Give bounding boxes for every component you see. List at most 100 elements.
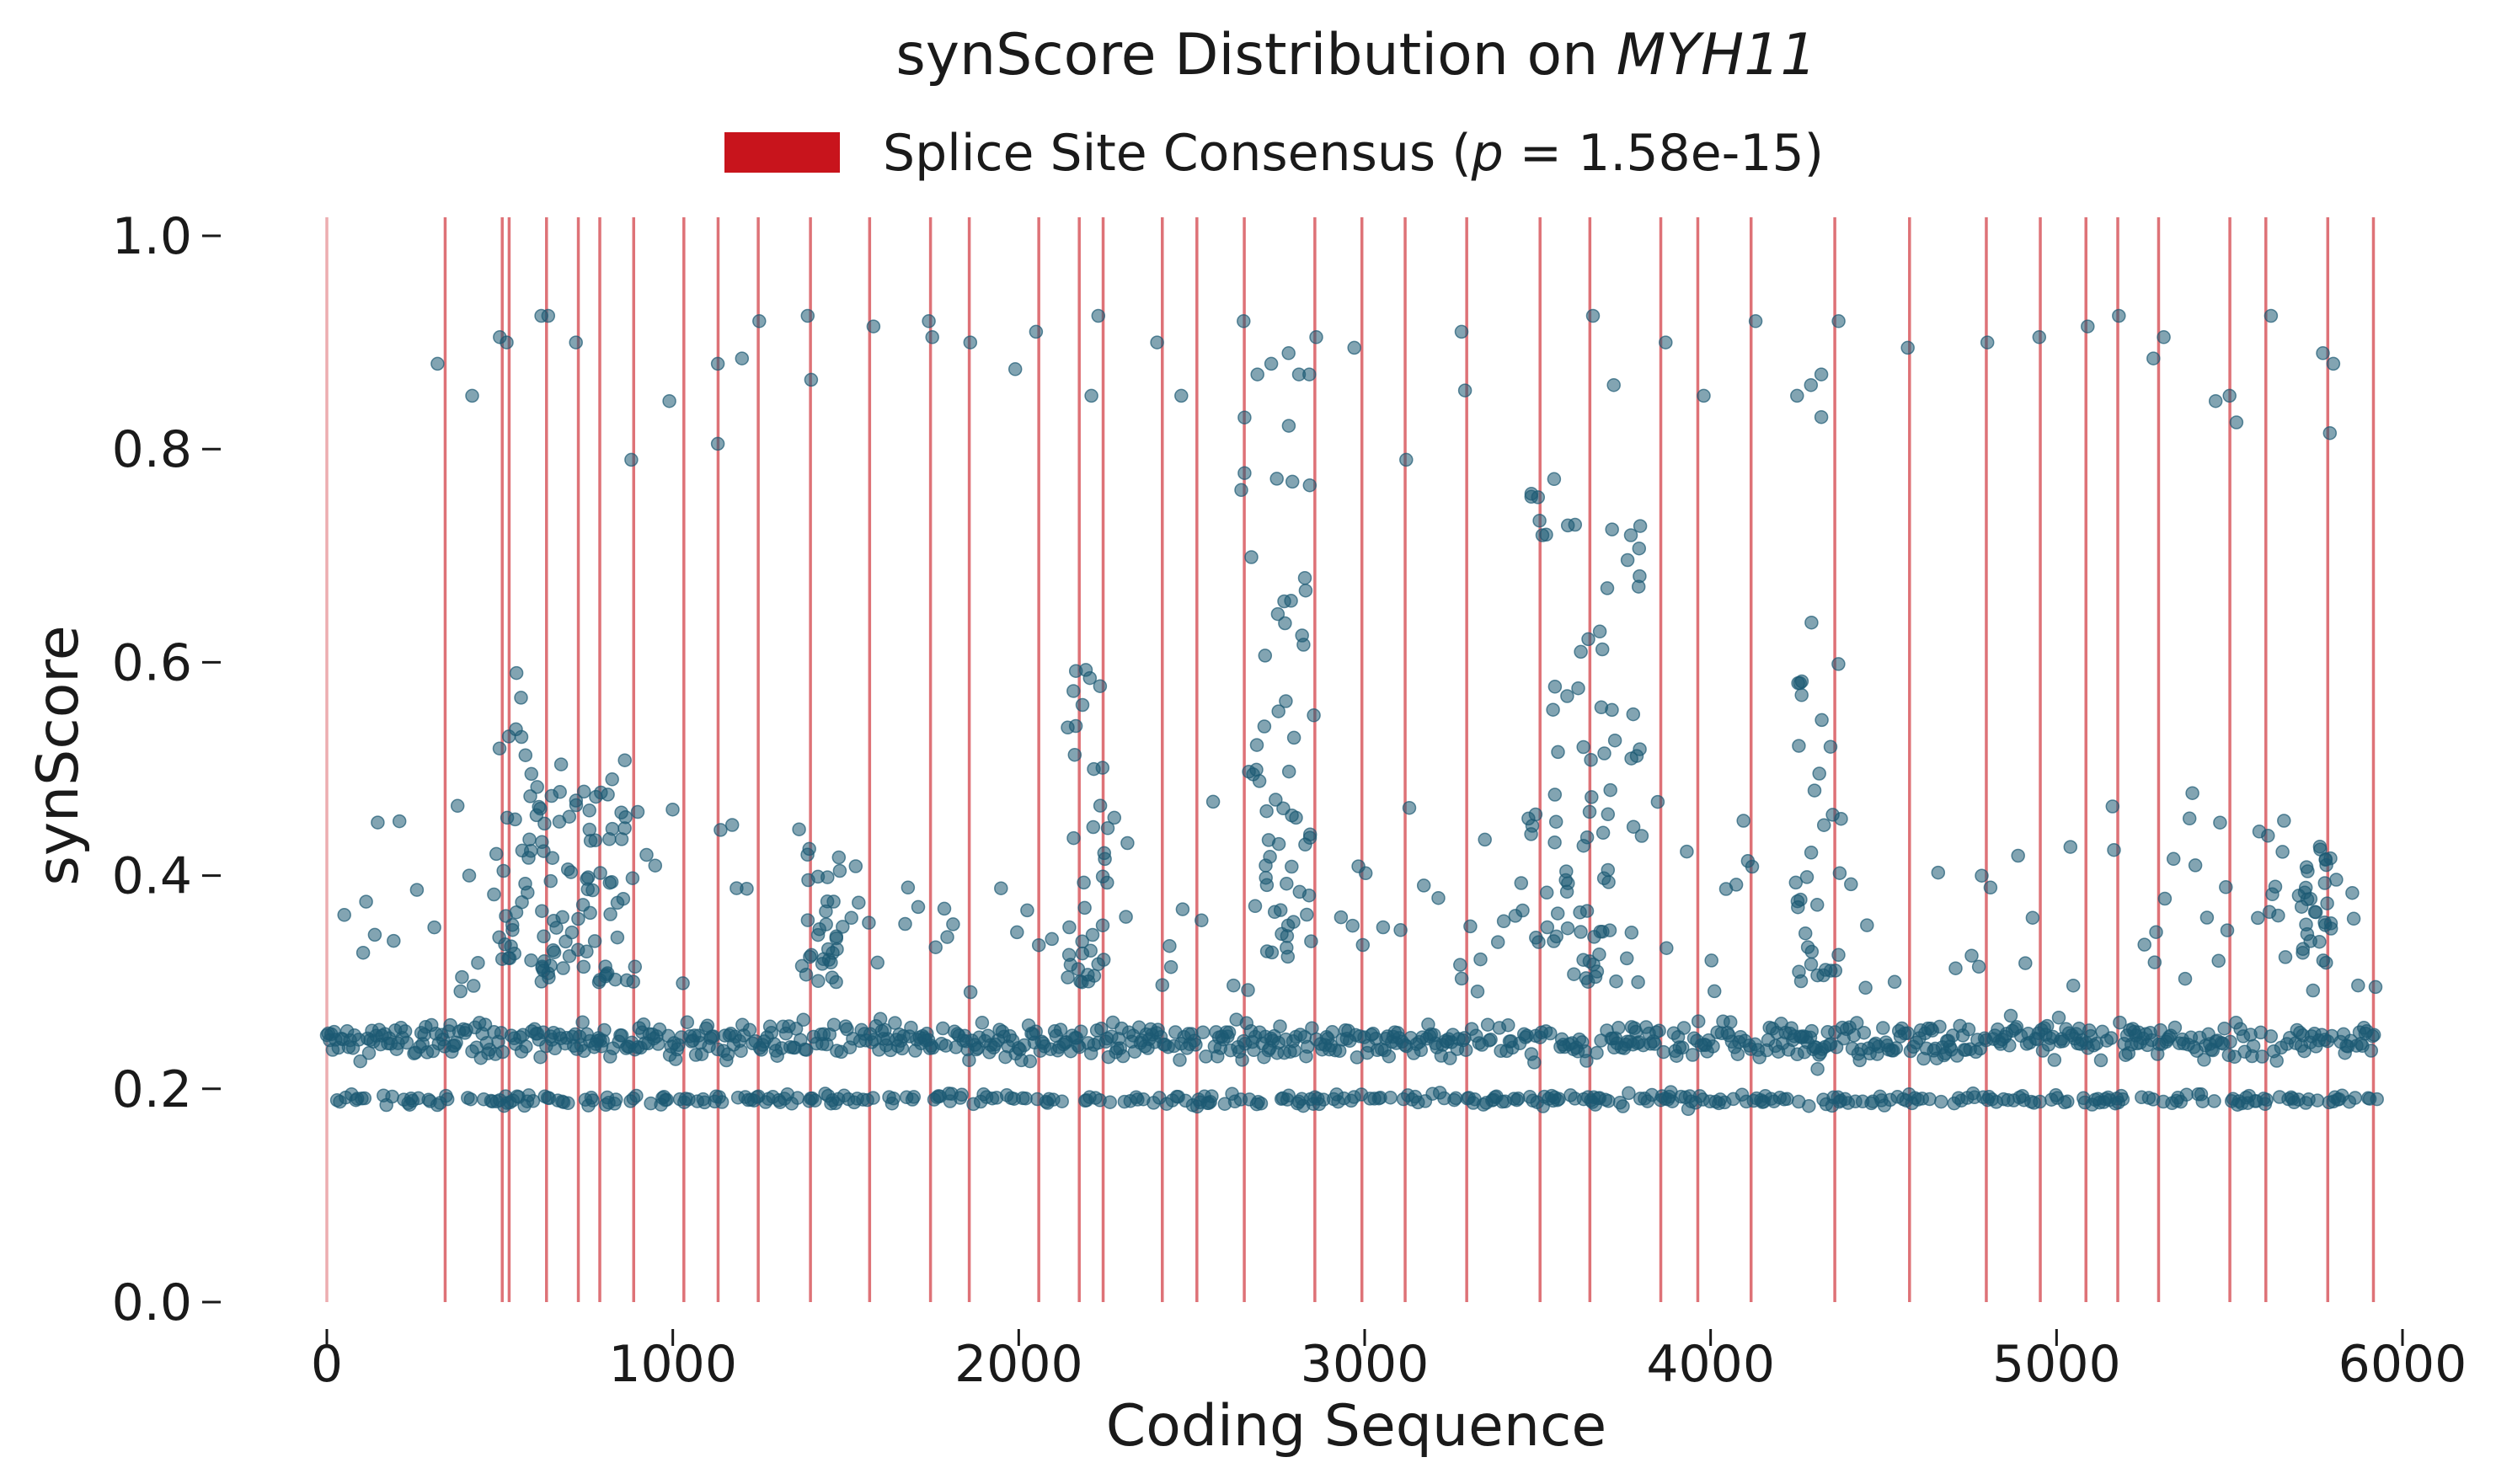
data-point — [1018, 1091, 1033, 1106]
data-point — [630, 804, 645, 819]
data-point — [610, 930, 625, 945]
x-tick-label: 3000 — [1301, 1335, 1430, 1394]
data-point — [1660, 941, 1674, 955]
data-point — [1100, 821, 1115, 835]
data-point — [811, 974, 826, 989]
data-point — [2199, 910, 2215, 925]
data-point — [466, 979, 481, 993]
data-point — [1235, 1053, 1249, 1067]
data-point — [1120, 835, 1135, 851]
data-point — [537, 816, 552, 831]
data-point — [1816, 818, 1831, 832]
data-point — [1087, 761, 1101, 777]
data-point — [569, 335, 583, 350]
data-point — [710, 436, 725, 451]
data-point — [1595, 825, 1611, 841]
data-point — [1334, 910, 1349, 925]
data-point — [614, 1028, 629, 1043]
data-point — [2166, 851, 2181, 867]
data-point — [505, 922, 520, 937]
data-point — [487, 887, 501, 902]
data-point — [1832, 866, 1847, 880]
data-point — [1077, 900, 1092, 915]
data-point — [1084, 388, 1098, 403]
data-point — [1470, 984, 1485, 999]
data-point — [651, 1037, 665, 1051]
data-point — [1736, 814, 1750, 828]
data-point — [1298, 583, 1313, 598]
data-point — [1273, 903, 1288, 917]
data-point — [1931, 865, 1946, 880]
data-point — [495, 1044, 510, 1060]
chart-title-prefix: synScore Distribution on — [895, 22, 1616, 88]
data-point — [1281, 1088, 1296, 1103]
data-point — [2223, 1034, 2237, 1049]
data-point — [2364, 1044, 2379, 1058]
data-point — [521, 851, 536, 865]
data-point — [2303, 934, 2317, 948]
data-point — [1527, 1055, 1542, 1070]
data-point — [800, 913, 815, 927]
data-point — [570, 942, 585, 957]
data-point — [1548, 814, 1563, 829]
data-point — [1656, 1044, 1671, 1060]
data-point — [1107, 810, 1122, 825]
data-point — [583, 905, 597, 921]
data-point — [1815, 713, 1829, 728]
data-point — [1524, 486, 1539, 501]
data-point — [1579, 1054, 1594, 1068]
data-point — [1237, 410, 1252, 424]
data-point — [1259, 944, 1275, 958]
data-point — [820, 870, 835, 884]
data-point — [1501, 1017, 1515, 1033]
data-point — [1480, 1017, 1495, 1032]
data-point — [508, 812, 522, 827]
data-point — [862, 915, 876, 930]
data-point — [2366, 1028, 2381, 1042]
data-point — [832, 863, 847, 878]
data-point — [2051, 1010, 2066, 1025]
data-point — [1729, 878, 1744, 892]
data-point — [1280, 876, 1294, 891]
data-point — [1286, 915, 1301, 929]
data-point — [1115, 1049, 1130, 1064]
data-point — [1605, 522, 1619, 536]
legend-label-splice-site: Splice Site Consensus (p = 1.58e-15) — [883, 124, 1824, 183]
data-point — [994, 881, 1008, 895]
data-point — [1574, 644, 1588, 659]
data-point — [740, 881, 754, 896]
data-point — [1560, 689, 1574, 703]
data-point — [1794, 674, 1809, 689]
data-point — [848, 859, 863, 873]
data-point — [1857, 1025, 1872, 1040]
data-point — [1071, 962, 1086, 976]
data-point — [440, 1092, 455, 1107]
data-point — [1075, 934, 1089, 949]
data-point — [1066, 684, 1081, 698]
data-point — [1307, 708, 1321, 723]
data-point — [796, 1012, 810, 1028]
data-point — [1793, 892, 1808, 907]
data-point — [922, 314, 936, 328]
data-point — [2047, 1053, 2062, 1067]
data-point — [1259, 803, 1274, 819]
data-point — [810, 927, 826, 942]
data-point — [1802, 1098, 1816, 1113]
data-point — [1626, 707, 1641, 722]
data-point — [1887, 974, 1902, 990]
data-point — [1195, 913, 1209, 927]
data-point — [537, 844, 551, 858]
legend-label-prefix: Splice Site Consensus ( — [883, 124, 1472, 183]
data-point — [1587, 930, 1601, 944]
data-point — [1603, 782, 1617, 798]
data-point — [1242, 764, 1256, 779]
data-point — [1626, 819, 1641, 834]
data-point — [1601, 862, 1616, 878]
data-point — [1609, 974, 1623, 989]
data-point — [2299, 860, 2314, 874]
data-point — [594, 785, 608, 800]
data-point — [2264, 1029, 2279, 1044]
data-point — [518, 748, 533, 762]
data-point — [1697, 388, 1711, 403]
data-point — [836, 920, 850, 934]
